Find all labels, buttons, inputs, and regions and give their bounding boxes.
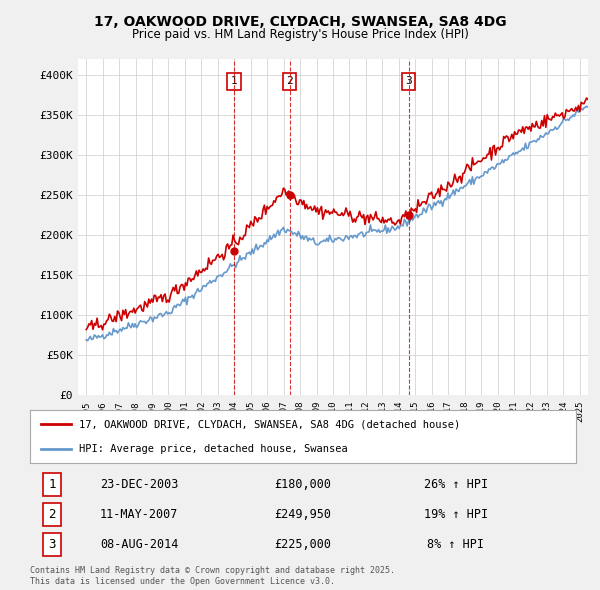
Text: 1: 1 <box>48 478 56 491</box>
Text: 2: 2 <box>286 77 293 86</box>
Text: £225,000: £225,000 <box>275 538 331 551</box>
Text: 8% ↑ HPI: 8% ↑ HPI <box>427 538 484 551</box>
Text: 1: 1 <box>230 77 237 86</box>
Text: HPI: Average price, detached house, Swansea: HPI: Average price, detached house, Swan… <box>79 444 348 454</box>
Text: 2: 2 <box>48 508 56 521</box>
Text: Contains HM Land Registry data © Crown copyright and database right 2025.: Contains HM Land Registry data © Crown c… <box>30 566 395 575</box>
Text: £180,000: £180,000 <box>275 478 331 491</box>
Text: 17, OAKWOOD DRIVE, CLYDACH, SWANSEA, SA8 4DG (detached house): 17, OAKWOOD DRIVE, CLYDACH, SWANSEA, SA8… <box>79 419 460 430</box>
Text: 23-DEC-2003: 23-DEC-2003 <box>100 478 178 491</box>
Text: 08-AUG-2014: 08-AUG-2014 <box>100 538 178 551</box>
Text: 26% ↑ HPI: 26% ↑ HPI <box>424 478 488 491</box>
Text: 17, OAKWOOD DRIVE, CLYDACH, SWANSEA, SA8 4DG: 17, OAKWOOD DRIVE, CLYDACH, SWANSEA, SA8… <box>94 15 506 29</box>
Text: 11-MAY-2007: 11-MAY-2007 <box>100 508 178 521</box>
Text: 3: 3 <box>406 77 412 86</box>
Text: Price paid vs. HM Land Registry's House Price Index (HPI): Price paid vs. HM Land Registry's House … <box>131 28 469 41</box>
Text: 19% ↑ HPI: 19% ↑ HPI <box>424 508 488 521</box>
Text: 3: 3 <box>48 538 56 551</box>
Text: This data is licensed under the Open Government Licence v3.0.: This data is licensed under the Open Gov… <box>30 577 335 586</box>
Text: £249,950: £249,950 <box>275 508 331 521</box>
